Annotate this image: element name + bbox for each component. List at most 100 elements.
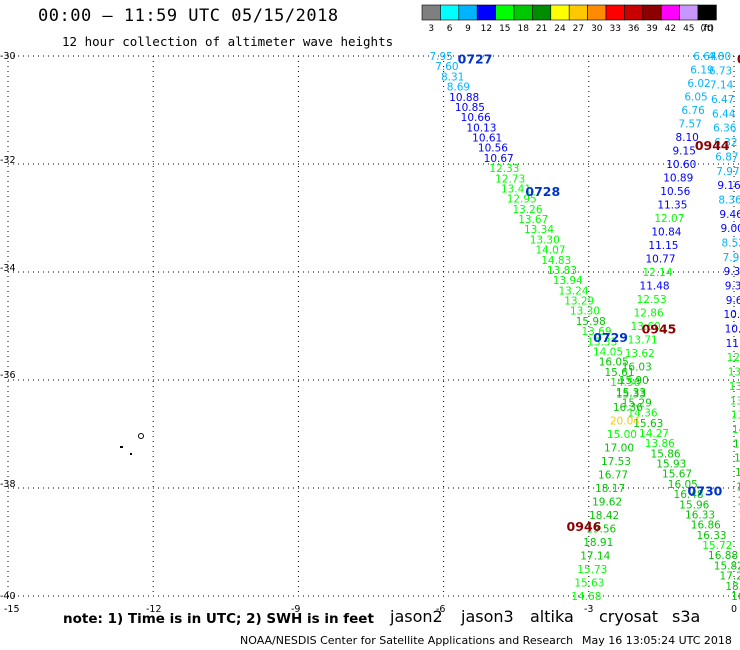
legend-swatch [587, 4, 607, 21]
swh-value: 14.93 [732, 424, 740, 436]
swh-value: 10.88 [449, 92, 479, 104]
island-dot [120, 446, 123, 448]
legend-bin-label: 3 [428, 24, 434, 34]
swh-value: 18.91 [583, 537, 613, 549]
legend-bin-label: 42 [665, 24, 676, 34]
legend-bin-label: 6 [447, 24, 453, 34]
swh-value: 16.05 [599, 357, 629, 369]
swh-value: 13.67 [518, 214, 548, 226]
legend-swatch [458, 4, 478, 21]
swh-value: 12.53 [637, 294, 667, 306]
legend-bin-label: 36 [628, 24, 640, 34]
swh-value: 13.33 [587, 336, 617, 348]
swh-value: 10.61 [472, 133, 502, 145]
page-title: 00:00 – 11:59 UTC 05/15/2018 [38, 6, 339, 26]
swh-value: 7.60 [435, 61, 458, 73]
island-marks [120, 433, 144, 455]
legend-swatch [642, 4, 662, 21]
swh-value: 7.97 [716, 166, 739, 178]
note-text: note: 1) Time is in UTC; 2) SWH is in fe… [63, 611, 374, 627]
legend-swatch [568, 4, 588, 21]
pass-time: 0730 [688, 484, 723, 499]
swh-value: 10.56 [478, 143, 508, 155]
swh-value: 10.13 [466, 122, 496, 134]
swh-value: 13.34 [524, 224, 554, 236]
swh-value: 10.84 [651, 227, 681, 239]
swh-value: 14.68 [571, 591, 601, 603]
swh-value: 15.33 [736, 481, 740, 493]
legend-s3a: s3a [672, 607, 701, 626]
swh-value: 17.14 [580, 551, 610, 563]
lat-label: -38 [0, 479, 16, 490]
swh-value: 15.33 [616, 389, 646, 401]
swh-value: 13.69 [728, 367, 740, 379]
swh-value: 15.96 [679, 499, 709, 511]
island-outline [138, 433, 144, 439]
swh-value: 9.69 [726, 295, 740, 307]
lon-label: -9 [291, 604, 301, 615]
swh-value: 11.35 [657, 200, 687, 212]
pass-time: 0728 [525, 184, 560, 199]
swh-value: 15.29 [622, 397, 652, 409]
legend-altika: altika [530, 607, 574, 626]
lon-label: -3 [584, 604, 594, 615]
legend-swatch [679, 4, 699, 21]
legend-bin-label: 30 [591, 24, 603, 34]
swh-value: 16.05 [668, 479, 698, 491]
swh-value: 9.36 [725, 281, 740, 293]
legend-jason2: jason2 [390, 607, 443, 626]
swh-value: 8.31 [441, 71, 464, 83]
legend-swatch [476, 4, 496, 21]
swh-value: 15.82 [714, 560, 740, 572]
swh-value: 16.33 [697, 530, 727, 542]
swh-value: 15.73 [577, 564, 607, 576]
legend-swatch [513, 4, 533, 21]
legend-bin-label: 70 [701, 24, 713, 34]
swh-value: 6.36 [713, 123, 737, 135]
swh-value: 17.00 [604, 443, 634, 455]
legend-unit: (ft) [700, 24, 714, 34]
swh-value: 10.77 [645, 254, 675, 266]
lon-label: -15 [4, 604, 20, 615]
swh-value: 13.26 [512, 204, 542, 216]
swh-value: 12.33 [489, 163, 519, 175]
lat-label: -32 [0, 155, 16, 166]
swh-value: 15.90 [619, 375, 649, 387]
swh-value: 14.36 [628, 408, 658, 420]
swh-value: 11.15 [648, 240, 678, 252]
track-jason2-pass-a: 7.957.608.318.6910.8810.8510.6610.1310.6… [429, 51, 740, 603]
swh-value: 16.86 [691, 520, 721, 532]
swh-value: 9.15 [673, 146, 696, 158]
swh-value: 13.69 [581, 326, 611, 338]
wave-height-legend: 3 6 9 12 15 18 21 24 27 30 33 36 39 42 45 70(ft) [421, 4, 717, 34]
swh-value: 4.80 [708, 51, 731, 63]
legend-jason3: jason3 [461, 607, 514, 626]
island-dot [130, 453, 132, 455]
legend-bin-label: 45 [683, 24, 694, 34]
swh-value: 17.11 [737, 496, 740, 508]
swh-value: 17.20 [720, 571, 740, 583]
swh-value: 19.56 [586, 524, 616, 536]
swh-value: 16.48 [674, 489, 704, 501]
legend-swatch [605, 4, 625, 21]
swh-value: 6.76 [681, 105, 705, 117]
swh-value: 11.50 [726, 338, 740, 350]
swh-value: 16.88 [708, 550, 738, 562]
swh-value: 7.99 [723, 252, 740, 264]
legend-cryosat: cryosat [599, 607, 659, 626]
swh-value: 13.30 [570, 306, 600, 318]
swh-value: 6.47 [711, 94, 734, 106]
swh-value: 15.63 [633, 418, 663, 430]
pass-time-labels: 0727 0728 0729 0730 0944 0945 0946 0 [458, 52, 740, 534]
swh-value: 11.48 [640, 281, 670, 293]
swh-value: 7.95 [429, 51, 452, 63]
legend-swatch [550, 4, 570, 21]
swh-value: 12.95 [507, 194, 537, 206]
swh-value: 14.56 [610, 377, 640, 389]
swh-value: 15.98 [576, 316, 606, 328]
lat-label: -36 [0, 370, 16, 381]
swh-value: 15.86 [651, 448, 681, 460]
swh-value: 14.83 [541, 255, 571, 267]
swh-value: 13.29 [564, 296, 594, 308]
swh-value: 10.40 [725, 324, 740, 336]
